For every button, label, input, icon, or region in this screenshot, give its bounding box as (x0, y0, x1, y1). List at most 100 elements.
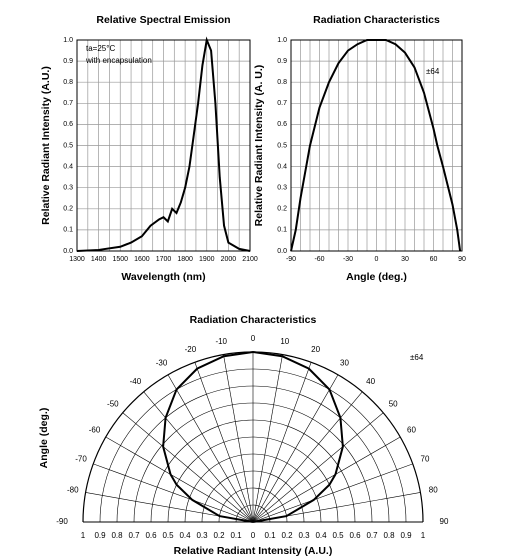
angle-tick-label: 80 (429, 485, 438, 494)
grid-spoke (143, 391, 254, 523)
r-tick-label: 0.3 (298, 531, 310, 540)
r-tick-label: 0.5 (332, 531, 344, 540)
angle-tick-label: -70 (75, 455, 87, 464)
x-tick-label: 1600 (134, 256, 150, 263)
grid-spoke (252, 391, 363, 523)
y-tick-label: 0.8 (277, 79, 287, 86)
r-tick-label: 0.1 (264, 531, 276, 540)
angle-tick-label: -30 (156, 359, 168, 368)
grid-spoke (105, 436, 254, 523)
y-tick-label: 0.5 (277, 142, 287, 149)
x-tick-label: -30 (343, 256, 353, 263)
x-tick-label: 1900 (199, 256, 215, 263)
x-tick-label: 1500 (112, 256, 128, 263)
grid-spoke (252, 412, 384, 523)
y-tick-label: 0.0 (277, 248, 287, 255)
r-tick-label: 0.8 (383, 531, 395, 540)
angle-tick-label: -10 (215, 337, 227, 346)
r-tick-label: 0.4 (179, 531, 191, 540)
chart-title: Relative Spectral Emission (96, 14, 230, 26)
y-axis-label: Relative Radiant Intensity (A.U.) (40, 66, 52, 225)
x-tick-label: -90 (286, 256, 296, 263)
x-axis-label: Wavelength (nm) (121, 271, 205, 283)
chart-title: Radiation Characteristics (190, 314, 317, 326)
y-tick-label: 0.6 (63, 121, 73, 128)
annotation: ±64 (410, 353, 424, 362)
x-tick-label: 30 (401, 256, 409, 263)
y-axis-label: Relative Radiant Intensity (A. U.) (253, 65, 265, 227)
y-tick-label: 0.1 (277, 227, 287, 234)
x-axis-label: Relative Radiant Intensity (A.U.) (174, 545, 333, 557)
angle-tick-label: -60 (89, 426, 101, 435)
angle-tick-label: -40 (130, 377, 142, 386)
data-line (290, 39, 462, 252)
r-tick-label: 0.2 (213, 531, 225, 540)
r-tick-label: 0.7 (366, 531, 378, 540)
angle-tick-label: -80 (67, 485, 79, 494)
annotation: with encapsulation (85, 56, 152, 65)
r-tick-label: 0.3 (196, 531, 208, 540)
y-tick-label: 0.2 (277, 206, 287, 213)
x-tick-label: 2000 (221, 256, 237, 263)
y-tick-label: 0.3 (277, 185, 287, 192)
x-tick-label: 1800 (177, 256, 193, 263)
angle-tick-label: -90 (56, 517, 68, 526)
y-tick-label: 0.8 (63, 79, 73, 86)
grid-spoke (252, 354, 283, 523)
grid-spoke (167, 374, 254, 523)
x-tick-label: 90 (458, 256, 466, 263)
r-tick-label: 0.5 (162, 531, 174, 540)
angle-tick-label: 0 (251, 334, 256, 343)
angle-tick-label: 50 (389, 399, 398, 408)
r-tick-label: 0.9 (400, 531, 412, 540)
y-tick-label: 0.2 (63, 206, 73, 213)
data-line (162, 350, 344, 523)
r-tick-label: 0.2 (281, 531, 293, 540)
grid-spoke (252, 362, 312, 523)
x-tick-label: 1400 (91, 256, 107, 263)
grid-spoke (252, 463, 413, 523)
r-tick-label: 0.4 (315, 531, 327, 540)
angle-tick-label: 60 (407, 426, 416, 435)
r-tick-label: 0.8 (111, 531, 123, 540)
angle-tick-label: 30 (340, 359, 349, 368)
x-tick-label: 2100 (242, 256, 258, 263)
y-tick-label: 0.4 (277, 163, 287, 170)
y-tick-label: 1.0 (63, 37, 73, 44)
r-tick-label: 0 (251, 531, 256, 540)
y-tick-label: 0.5 (63, 142, 73, 149)
y-tick-label: 0.6 (277, 121, 287, 128)
r-tick-label: 0.1 (230, 531, 242, 540)
x-tick-label: 0 (375, 256, 379, 263)
grid-spoke (122, 412, 254, 523)
r-tick-label: 0.9 (94, 531, 106, 540)
grid-spoke (194, 362, 254, 523)
annotation: ±64 (426, 67, 440, 76)
angle-tick-label: 20 (311, 345, 320, 354)
y-tick-label: 0.9 (63, 58, 73, 65)
annotation: ta=25°C (86, 44, 115, 53)
y-axis-label: Angle (deg.) (38, 408, 50, 469)
y-tick-label: 0.3 (63, 185, 73, 192)
angle-tick-label: 40 (366, 377, 375, 386)
r-tick-label: 0.6 (349, 531, 361, 540)
y-tick-label: 0.0 (63, 248, 73, 255)
x-tick-label: 1300 (69, 256, 85, 263)
angle-tick-label: 70 (421, 455, 430, 464)
angle-tick-label: 90 (440, 517, 449, 526)
y-tick-label: 0.7 (63, 100, 73, 107)
x-axis-label: Angle (deg.) (346, 271, 407, 283)
y-tick-label: 0.4 (63, 163, 73, 170)
x-tick-label: 60 (430, 256, 438, 263)
angle-tick-label: -50 (107, 399, 119, 408)
angle-tick-label: -20 (185, 345, 197, 354)
plot-frame (76, 39, 251, 252)
y-tick-label: 0.7 (277, 100, 287, 107)
r-tick-label: 1 (81, 531, 86, 540)
y-tick-label: 1.0 (277, 37, 287, 44)
angle-tick-label: 10 (280, 337, 289, 346)
y-tick-label: 0.9 (277, 58, 287, 65)
grid-spoke (252, 436, 401, 523)
grid-spoke (223, 354, 254, 523)
